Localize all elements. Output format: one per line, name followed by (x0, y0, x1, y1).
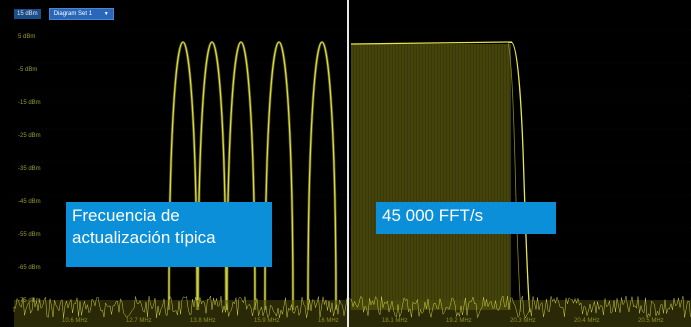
diagram-set-value: Diagram Set 1 (53, 11, 93, 17)
chevron-down-icon: ▼ (103, 11, 109, 17)
x-axis-label: 20.5 MHz (638, 318, 664, 324)
caption-fft-rate: 45 000 FFT/s (376, 202, 556, 234)
left-spectrum-traces (167, 41, 338, 311)
signal-arch (306, 41, 338, 311)
signal-band (351, 44, 511, 310)
ref-level-label: 15 dBm (14, 9, 41, 19)
signal-arch (225, 41, 257, 311)
diagram-set-dropdown[interactable]: Diagram Set 1 ▼ (48, 8, 114, 20)
x-axis-label: 19.2 MHz (446, 318, 472, 324)
top-bar: 15 dBm Diagram Set 1 ▼ (14, 8, 114, 20)
y-axis-label: -15 dBm (18, 100, 41, 106)
y-axis-label: 5 dBm (18, 34, 36, 40)
x-axis-label: 20.3 MHz (510, 318, 536, 324)
x-axis-label: 12.7 MHz (126, 318, 152, 324)
right-spectrum-traces (350, 41, 531, 313)
x-axis-label: 20.4 MHz (574, 318, 600, 324)
y-axis-label: -5 dBm (18, 67, 38, 73)
x-axis-label: 15.9 MHz (254, 318, 280, 324)
signal-arch (167, 41, 199, 311)
y-axis-label: -55 dBm (18, 232, 41, 238)
y-axis-label: -75 dBm (18, 298, 41, 304)
x-axis-label: 10.6 MHz (62, 318, 88, 324)
y-axis-label: -45 dBm (18, 199, 41, 205)
x-axis-label: 16 MHz (318, 318, 339, 324)
noise-floor (13, 295, 691, 327)
y-axis-label: -65 dBm (18, 265, 41, 271)
y-axis-label: -35 dBm (18, 166, 41, 172)
y-axis-label: -25 dBm (18, 133, 41, 139)
x-axis-label: 13.8 MHz (190, 318, 216, 324)
split-divider (347, 0, 349, 327)
x-axis-label: 18.1 MHz (382, 318, 408, 324)
signal-arch (196, 41, 228, 311)
signal-arch (263, 41, 295, 311)
caption-typical-update-rate: Frecuencia de actualización típica (66, 202, 272, 267)
